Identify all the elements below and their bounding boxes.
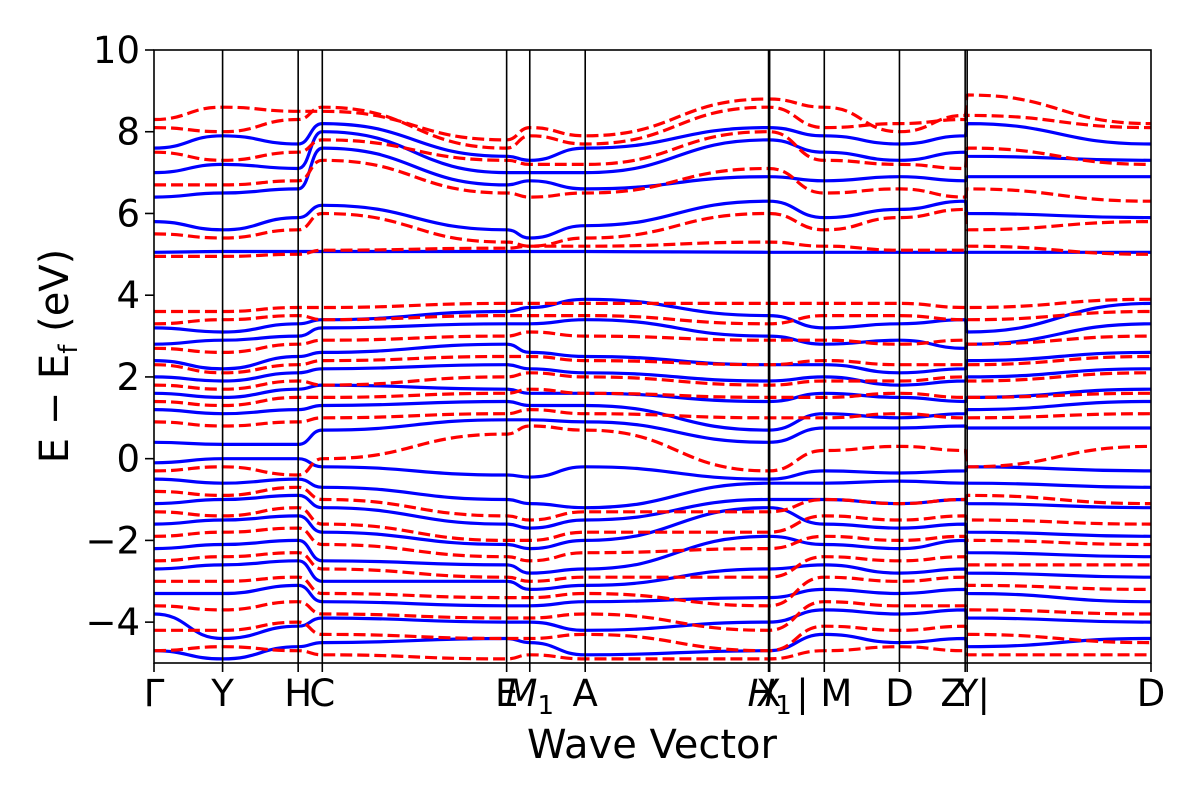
x-tick-label: | M: [796, 672, 852, 715]
y-tick-label: 2: [116, 356, 140, 399]
band-line-dashed: [154, 309, 1151, 326]
y-tick-label: 6: [116, 192, 140, 235]
y-axis-title: E − Ef (eV): [32, 249, 84, 464]
y-axis-title-subscript: f: [54, 344, 84, 354]
y-axis-title-unit: (eV): [32, 249, 78, 345]
y-axis-title-main: E − E: [32, 354, 78, 464]
x-tick-label: Γ: [144, 672, 165, 715]
x-tick-label: Z |: [940, 672, 990, 715]
band-line-dashed: [154, 575, 1151, 608]
x-tick-label: C: [309, 672, 335, 715]
x-tick-label: X: [756, 672, 781, 715]
x-tick-label: D: [1137, 672, 1166, 715]
band-line-dashed: [154, 407, 1151, 428]
x-tick-label: Y: [955, 672, 979, 715]
high-symmetry-lines: [221, 50, 968, 663]
x-tick-label: Y: [210, 672, 234, 715]
band-line-solid: [154, 249, 1151, 254]
x-tick-label: H1: [747, 672, 791, 721]
y-tick-label: −2: [85, 519, 140, 562]
band-line-dashed: [154, 297, 1151, 314]
y-tick-label: 0: [116, 438, 140, 481]
plot-frame: [153, 49, 1152, 664]
band-line-dashed: [154, 207, 1151, 248]
x-tick-label: D: [885, 672, 914, 715]
x-tick-label: A: [573, 672, 598, 715]
band-line-dashed: [154, 645, 1151, 661]
y-tick-label: 8: [116, 111, 140, 154]
y-tick-label: 10: [93, 29, 140, 72]
y-tick-label: −4: [85, 601, 140, 644]
x-tick-label: E: [495, 672, 518, 715]
band-line-dashed: [154, 240, 1151, 259]
y-axis: −4 −2 0 2 4 6 8 10: [85, 29, 154, 644]
x-tick-label: M1: [506, 672, 554, 721]
x-tick-label: H: [284, 672, 312, 715]
x-axis-title: Wave Vector: [527, 722, 778, 768]
y-tick-label: 4: [116, 274, 140, 317]
